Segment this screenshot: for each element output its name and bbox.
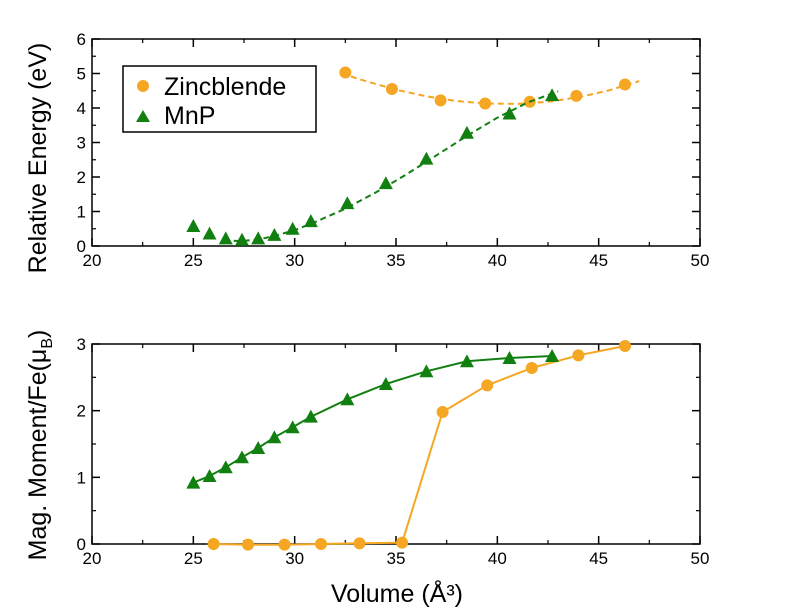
energy-point-mnp xyxy=(419,151,434,165)
moment-xtick-label: 45 xyxy=(589,549,608,568)
moment-xtick-label: 35 xyxy=(387,549,406,568)
legend-marker-zincblende xyxy=(137,80,149,92)
energy-point-zincblende xyxy=(570,89,583,102)
energy-point-mnp xyxy=(218,231,233,245)
energy-xtick-label: 35 xyxy=(387,251,406,270)
moment-point-zincblende xyxy=(481,379,494,392)
energy-ytick-label: 3 xyxy=(77,134,86,153)
moment-point-mnp xyxy=(303,409,318,423)
moment-point-zincblende xyxy=(396,536,409,549)
moment-point-zincblende xyxy=(315,538,328,550)
top-ylabel: Relative Energy (eV) xyxy=(24,43,52,274)
bottom-ylabel-end: ) xyxy=(24,330,52,338)
moment-ytick-label: 3 xyxy=(77,335,86,354)
energy-xtick-label: 45 xyxy=(589,251,608,270)
moment-point-zincblende xyxy=(242,538,255,551)
moment-ytick-label: 2 xyxy=(77,402,86,421)
energy-point-mnp xyxy=(545,88,560,102)
moment-point-mnp xyxy=(186,475,201,489)
energy-ytick-label: 1 xyxy=(77,203,86,222)
moment-point-mnp xyxy=(285,420,300,434)
moment-xtick-label: 20 xyxy=(83,549,102,568)
energy-xtick-label: 40 xyxy=(488,251,507,270)
energy-point-zincblende xyxy=(339,66,352,79)
energy-point-mnp xyxy=(251,231,266,245)
energy-ytick-label: 6 xyxy=(77,30,86,49)
energy-point-mnp xyxy=(285,221,300,235)
moment-point-mnp xyxy=(218,460,233,474)
moment-point-zincblende xyxy=(525,362,538,374)
moment-point-mnp xyxy=(267,430,282,444)
moment-point-mnp xyxy=(234,450,249,464)
energy-point-mnp xyxy=(267,227,282,241)
moment-point-zincblende xyxy=(619,340,632,352)
moment-point-mnp xyxy=(502,351,517,364)
energy-fit-zincblende xyxy=(341,72,640,105)
legend-box xyxy=(122,65,317,133)
energy-ytick-label: 0 xyxy=(77,237,86,256)
energy-point-mnp xyxy=(459,125,474,139)
energy-fit-mnp xyxy=(223,90,559,243)
moment-xtick-label: 30 xyxy=(285,549,304,568)
moment-frame xyxy=(91,343,701,545)
moment-point-zincblende xyxy=(436,406,449,418)
moment-line-zincblende xyxy=(213,345,626,546)
energy-point-mnp xyxy=(202,226,217,240)
energy-point-mnp xyxy=(234,232,249,246)
energy-xtick-label: 20 xyxy=(83,251,102,270)
energy-point-mnp xyxy=(502,106,517,120)
moment-point-zincblende xyxy=(278,538,291,551)
moment-point-mnp xyxy=(378,377,393,390)
moment-panel: 20 25 30 35 40 45 50 0 1 2 3 xyxy=(77,335,710,568)
energy-point-mnp xyxy=(186,218,201,232)
moment-xtick-label: 25 xyxy=(184,549,203,568)
bottom-ylabel-sub: B xyxy=(39,338,56,349)
legend-label-mnp: MnP xyxy=(164,102,215,130)
energy-ytick-label: 2 xyxy=(77,168,86,187)
energy-ytick-label: 4 xyxy=(77,99,86,118)
moment-point-mnp xyxy=(251,441,266,454)
bottom-xlabel: Volume (Å³) xyxy=(331,578,463,608)
energy-xtick-label: 50 xyxy=(691,251,710,270)
moment-xtick-label: 40 xyxy=(488,549,507,568)
bottom-ylabel: Mag. Moment/Fe(μB) xyxy=(24,330,56,561)
energy-point-zincblende xyxy=(385,83,398,96)
energy-point-mnp xyxy=(378,176,393,190)
energy-point-zincblende xyxy=(434,94,447,107)
legend-marker-mnp xyxy=(136,110,150,122)
moment-point-mnp xyxy=(419,364,434,378)
moment-point-mnp xyxy=(459,354,474,368)
energy-ytick-label: 5 xyxy=(77,65,86,84)
moment-point-mnp xyxy=(202,469,217,482)
energy-xtick-label: 25 xyxy=(184,251,203,270)
moment-ytick-label: 0 xyxy=(77,535,86,554)
moment-point-zincblende xyxy=(353,537,366,550)
energy-xtick-label: 30 xyxy=(285,251,304,270)
moment-ytick-label: 1 xyxy=(77,468,86,487)
energy-point-mnp xyxy=(303,214,318,228)
legend: Zincblende MnP xyxy=(122,65,317,133)
moment-point-mnp xyxy=(340,392,355,406)
moment-line-mnp xyxy=(192,355,553,484)
energy-point-zincblende xyxy=(479,97,492,110)
moment-point-zincblende xyxy=(207,538,220,550)
moment-point-mnp xyxy=(545,349,560,362)
energy-point-mnp xyxy=(340,196,355,210)
energy-point-zincblende xyxy=(619,78,632,91)
bottom-ylabel-main: Mag. Moment/Fe(μ xyxy=(24,349,52,561)
moment-xtick-label: 50 xyxy=(691,549,710,568)
legend-label-zincblende: Zincblende xyxy=(164,73,286,101)
moment-point-zincblende xyxy=(572,349,585,362)
